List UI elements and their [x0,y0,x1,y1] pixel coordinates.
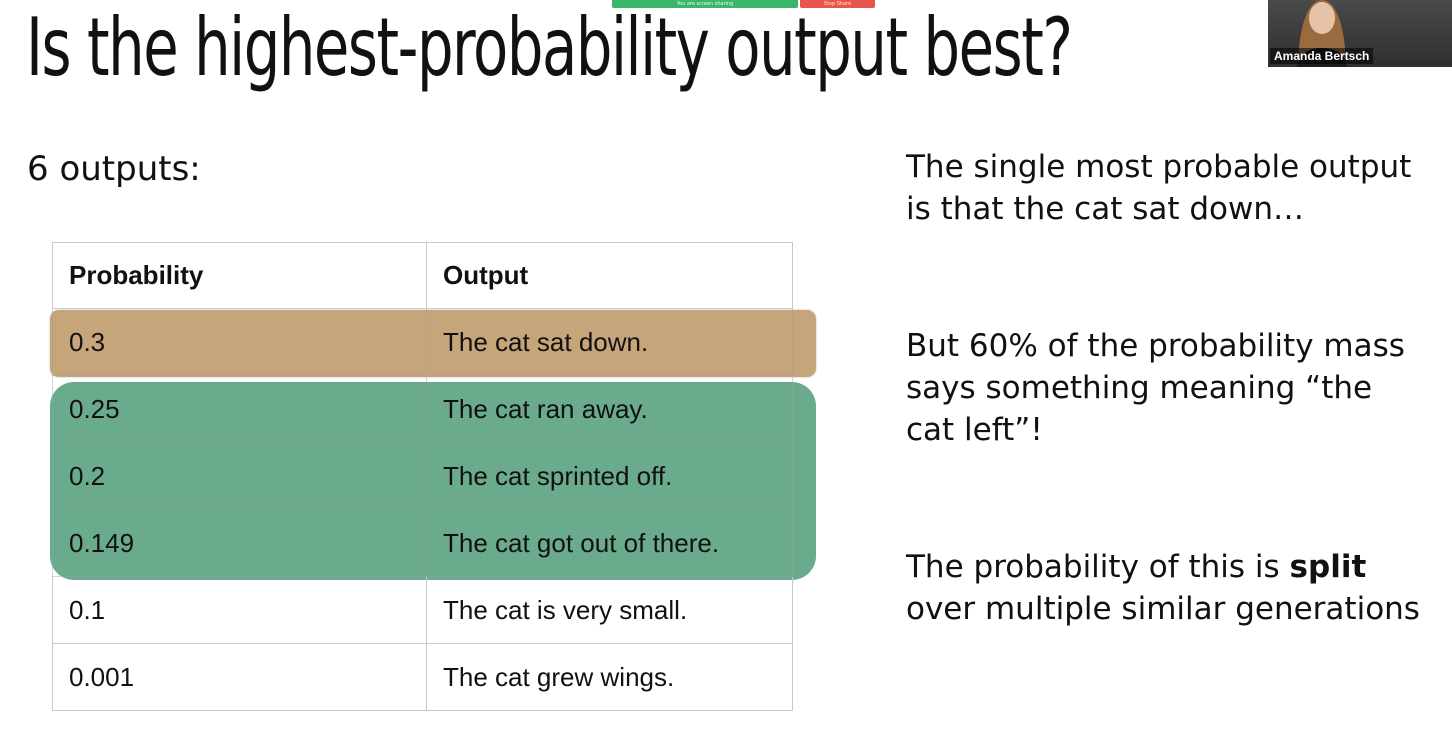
table-row: 0.001 The cat grew wings. [52,643,793,711]
output-cell: The cat is very small. [426,576,793,644]
stop-share-button[interactable]: Stop Share [800,0,875,8]
note-split-bold: split [1289,549,1367,585]
probability-cell: 0.1 [52,576,427,644]
probability-table: Probability Output 0.3 The cat sat down.… [50,242,826,722]
probability-cell: 0.001 [52,643,427,711]
note-split: The probability of this is split over mu… [906,546,1426,630]
probability-cell: 0.149 [52,509,427,577]
probability-cell: 0.2 [52,442,427,510]
stop-share-label: Stop Share [823,1,852,7]
sharing-text: You are screen sharing [676,1,734,7]
table-row: 0.149 The cat got out of there. [52,509,793,577]
note-probability-mass: But 60% of the probability mass says som… [906,328,1405,448]
participant-name: Amanda Bertsch [1270,48,1374,64]
note-split-tail: over multiple similar generations [906,591,1420,627]
table-row: 0.3 The cat sat down. [52,308,793,376]
output-cell: The cat ran away. [426,375,793,443]
slide-title: Is the highest-probability output best? [26,1,1073,94]
table-row: 0.25 The cat ran away. [52,375,793,443]
table-header-row: Probability Output [52,242,793,309]
header-probability: Probability [52,242,427,309]
output-cell: The cat sprinted off. [426,442,793,510]
slide-subtitle: 6 outputs: [27,149,201,189]
note-split-lead: The probability of this is [906,549,1290,585]
probability-cell: 0.25 [52,375,427,443]
note-most-probable: The single most probable output is that … [906,149,1412,227]
output-cell: The cat sat down. [426,308,793,376]
sharing-indicator: You are screen sharing [612,0,798,8]
header-output: Output [426,242,793,309]
table-row: 0.1 The cat is very small. [52,576,793,644]
participant-video-tile[interactable]: Amanda Bertsch [1268,0,1452,67]
outputs-table: Probability Output 0.3 The cat sat down.… [52,242,793,711]
output-cell: The cat got out of there. [426,509,793,577]
table-row: 0.2 The cat sprinted off. [52,442,793,510]
output-cell: The cat grew wings. [426,643,793,711]
probability-cell: 0.3 [52,308,427,376]
screen-share-bar: You are screen sharing Stop Share [612,0,875,8]
